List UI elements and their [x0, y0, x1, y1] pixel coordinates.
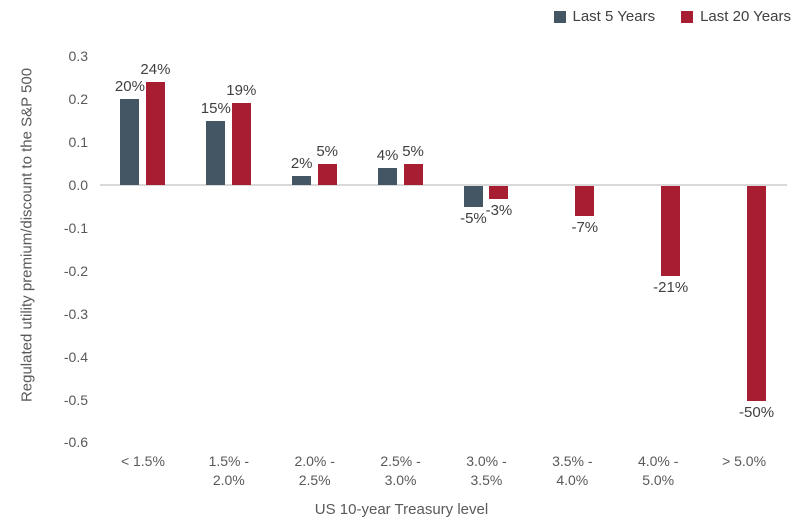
bar-last-20-years: [661, 186, 681, 277]
bar-last-5-years: [120, 99, 140, 185]
x-tick-label: 4.0% - 5.0%: [637, 453, 679, 488]
y-tick-label: 0.2: [68, 91, 88, 108]
y-tick-label: 0.3: [68, 48, 88, 65]
bar-data-label: 19%: [226, 82, 257, 100]
x-axis-title: US 10-year Treasury level: [314, 501, 489, 518]
bar-last-20-years: [317, 163, 337, 185]
bar-last-20-years: [747, 186, 767, 401]
bar-last-20-years: [145, 82, 165, 185]
bar-last-5-years: [463, 186, 483, 208]
bar-last-20-years: [575, 186, 595, 217]
y-tick-label: -0.4: [63, 348, 88, 365]
legend-item: Last 5 Years: [553, 8, 656, 25]
y-tick-label: -0.2: [63, 262, 88, 279]
x-tick-label: 3.5% - 4.0%: [552, 453, 593, 488]
legend-label: Last 5 Years: [572, 8, 656, 25]
bar-last-5-years: [206, 120, 226, 185]
x-tick-label: 3.0% - 3.5%: [466, 453, 507, 488]
legend-item: Last 20 Years: [681, 8, 791, 25]
bar-data-label: -7%: [571, 219, 599, 237]
zero-axis-line: [100, 184, 787, 186]
bar-data-label: 5%: [316, 142, 339, 160]
y-tick-label: -0.5: [63, 391, 88, 408]
bar-data-label: 15%: [200, 99, 231, 117]
x-tick-label: 2.0% - 2.5%: [294, 453, 335, 488]
bar-last-20-years: [403, 163, 423, 185]
chart-legend: Last 5 Years Last 20 Years: [553, 8, 791, 25]
bar-data-label: -21%: [653, 279, 689, 297]
y-tick-label: -0.1: [63, 219, 88, 236]
bar-last-20-years: [489, 186, 509, 199]
legend-color-swatch-icon: [681, 10, 694, 23]
x-tick-label: 1.5% - 2.0%: [208, 453, 250, 488]
y-tick-label: 0.0: [68, 177, 88, 193]
bar-data-label: -5%: [460, 210, 487, 228]
bar-last-5-years: [378, 167, 398, 185]
bar-data-label: 4%: [376, 146, 399, 164]
bar-data-label: -3%: [485, 201, 513, 219]
y-tick-label: -0.6: [63, 434, 88, 451]
x-tick-label: 2.5% - 3.0%: [380, 453, 421, 488]
legend-color-swatch-icon: [553, 10, 566, 23]
bar-data-label: 2%: [290, 155, 313, 173]
bar-last-5-years: [292, 176, 312, 185]
bar-last-20-years: [231, 103, 251, 185]
bar-data-label: -50%: [739, 403, 775, 421]
x-tick-label: < 1.5%: [120, 453, 165, 469]
legend-label: Last 20 Years: [700, 8, 791, 25]
bar-data-label: 24%: [140, 61, 171, 79]
y-tick-label: -0.3: [63, 305, 88, 322]
y-tick-label: 0.1: [68, 134, 88, 151]
bar-data-label: 20%: [114, 78, 145, 96]
bar-data-label: 5%: [402, 142, 424, 160]
x-tick-label: > 5.0%: [722, 453, 767, 469]
